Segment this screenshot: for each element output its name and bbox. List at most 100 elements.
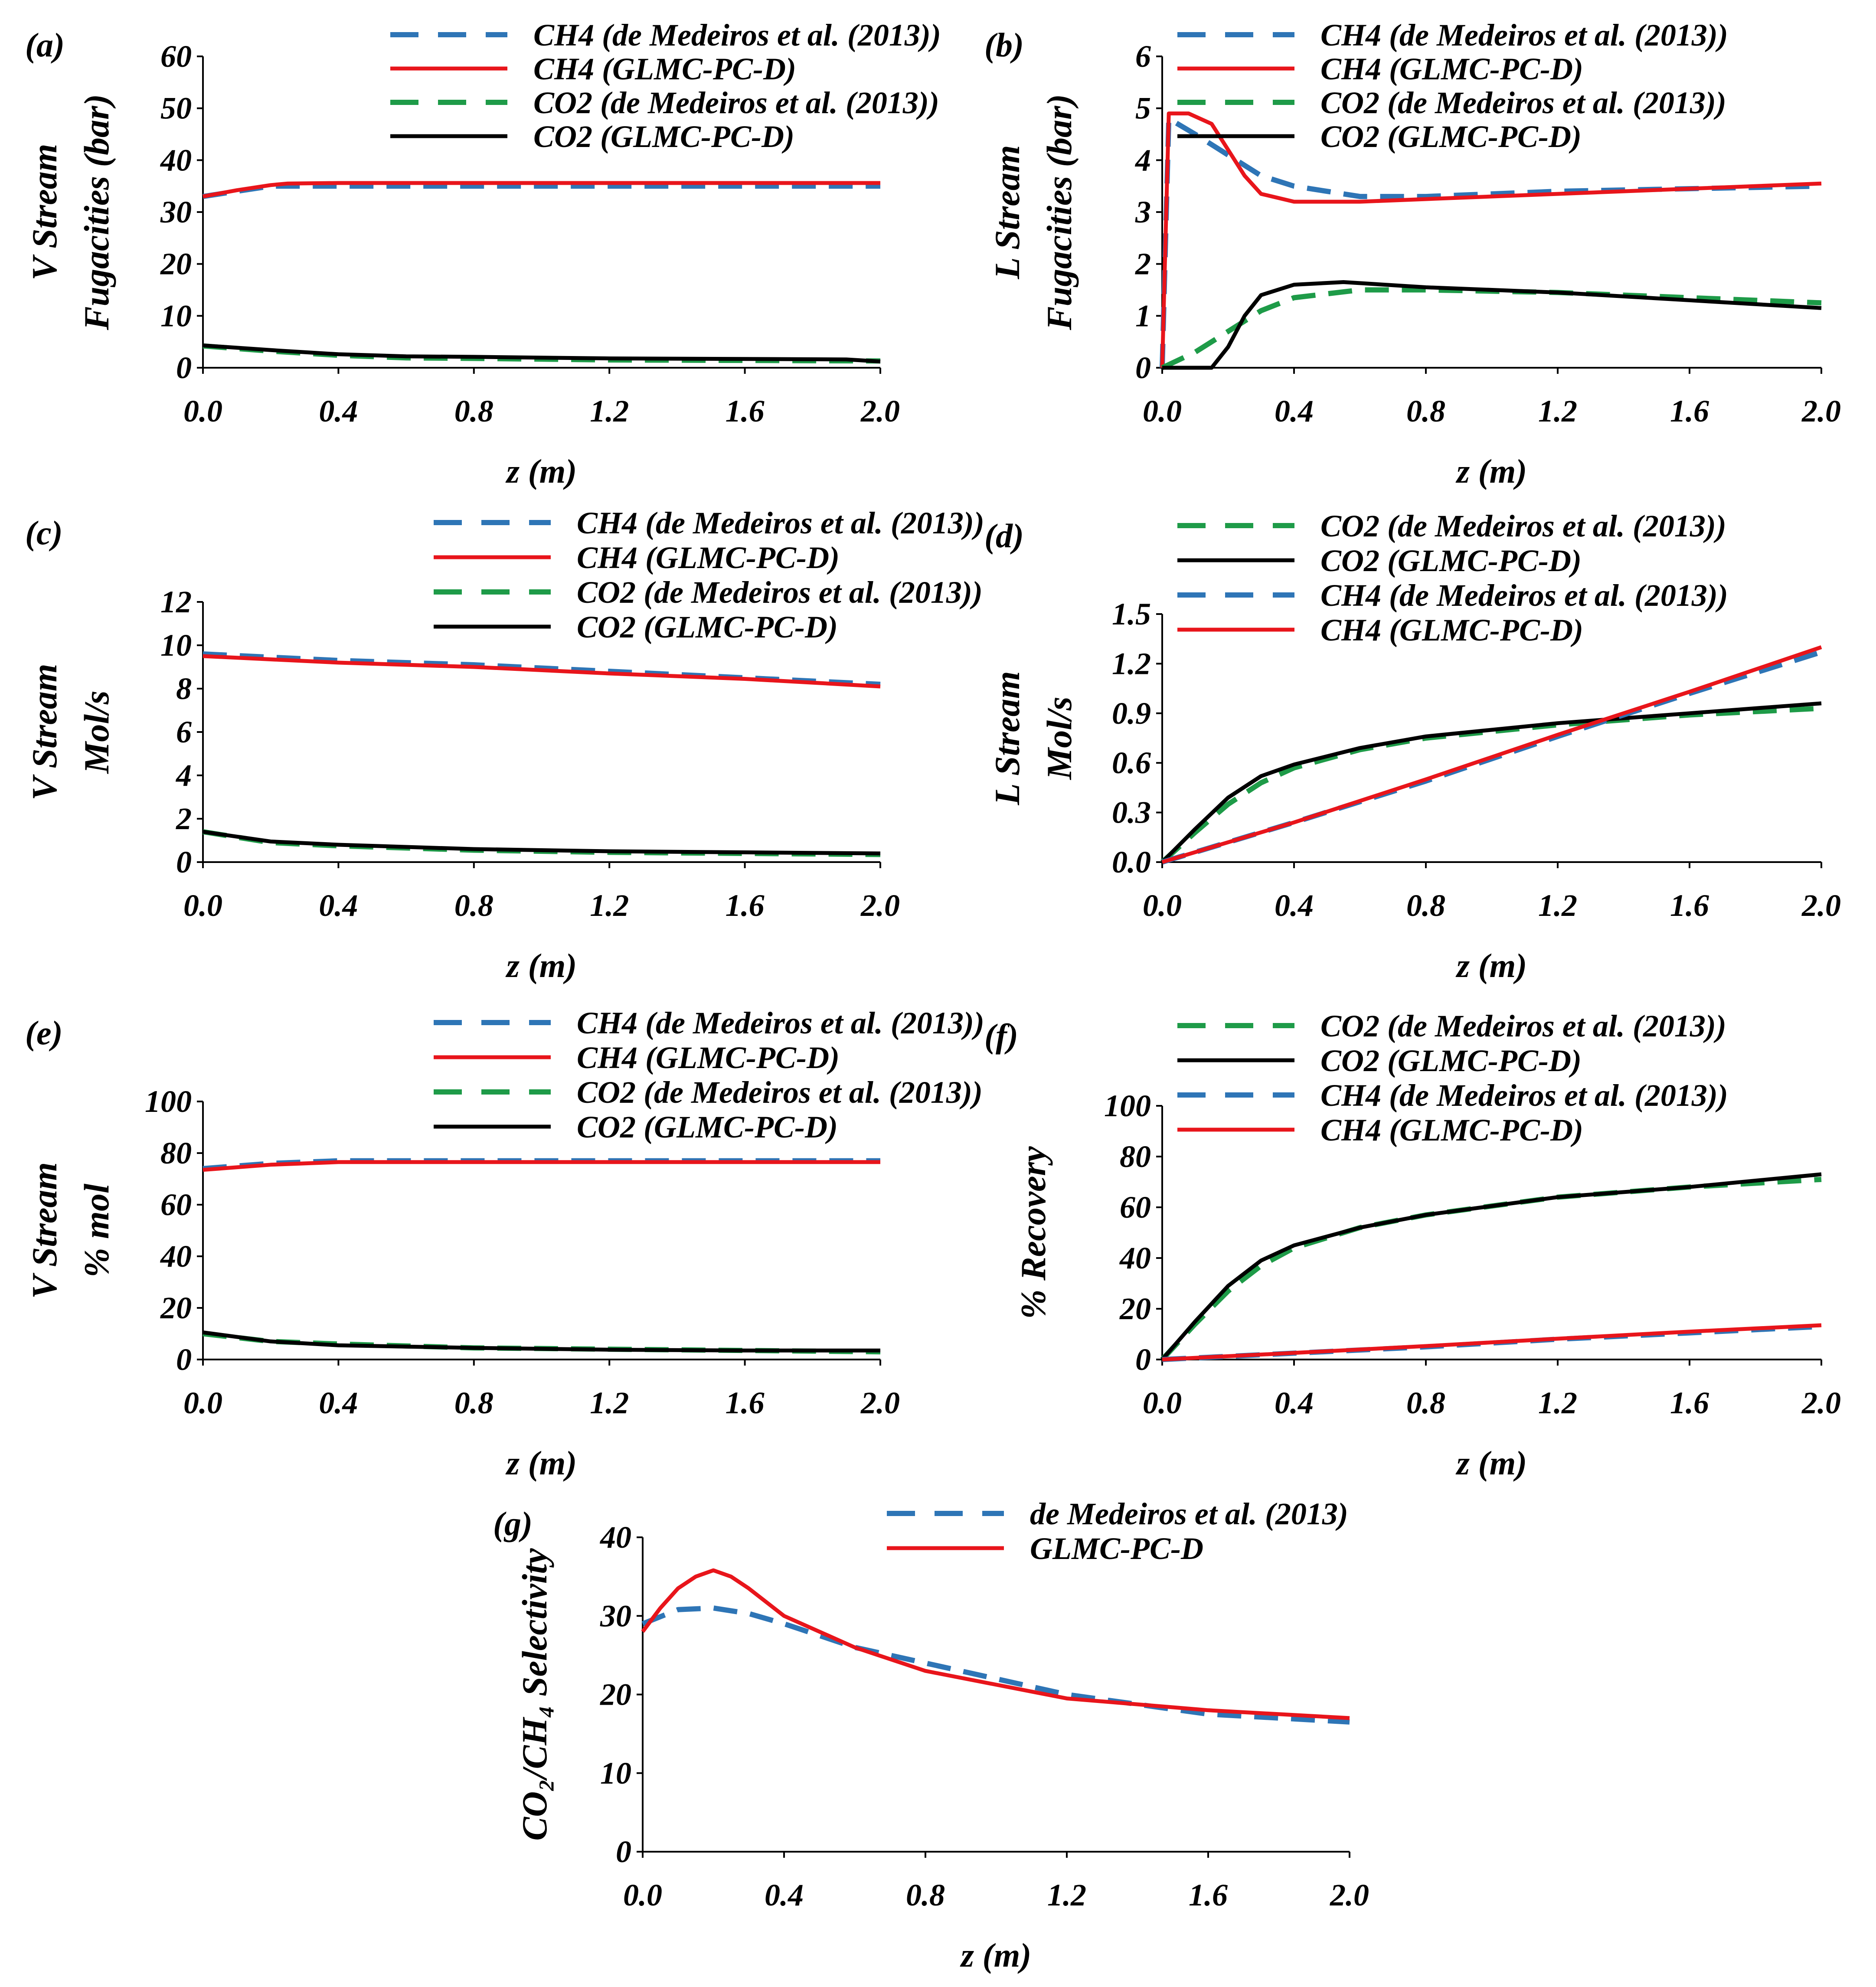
x-axis-label: z (m) — [505, 1444, 577, 1482]
y-axis-label: L Stream — [987, 671, 1027, 805]
y-tick-label: 100 — [145, 1084, 192, 1119]
y-tick-label: 8 — [176, 671, 192, 706]
series-line-f-3 — [1162, 1323, 1822, 1362]
x-axis-label: z (m) — [1455, 1444, 1527, 1482]
y-tick-label: 60 — [160, 39, 192, 74]
x-tick-label: 0.0 — [1143, 1386, 1182, 1420]
y-tick-label: 3 — [1135, 195, 1151, 229]
y-axis-label: L Stream — [987, 145, 1027, 279]
legend-label: CO2 (de Medeiros et al. (2013)) — [577, 1075, 983, 1110]
panel-label: (a) — [25, 26, 65, 64]
x-axis-label: z (m) — [505, 452, 577, 490]
panel-label: (d) — [984, 517, 1024, 555]
legend-label: CH4 (de Medeiros et al. (2013)) — [577, 506, 984, 540]
chart-panel-d: 0.0 0.4 0.8 1.2 1.6 2.0 0.0 0.3 0.6 0.9 1.2 1.5 z (m… — [984, 509, 1841, 984]
y-tick-label: 12 — [160, 585, 192, 619]
y-tick-label: 40 — [599, 1520, 631, 1555]
x-tick-label: 0.4 — [765, 1878, 804, 1912]
y-tick-label: 50 — [160, 91, 192, 126]
x-tick-label: 0.4 — [319, 888, 358, 923]
y-tick-label: 1.2 — [1112, 646, 1151, 681]
y-tick-label: 30 — [160, 195, 192, 229]
legend-label: CO2 (de Medeiros et al. (2013)) — [1320, 85, 1726, 120]
y-tick-label: 6 — [176, 715, 192, 749]
y-axis-label: V Stream — [25, 144, 64, 280]
legend-label: CO2 (de Medeiros et al. (2013)) — [1320, 1009, 1726, 1043]
y-tick-label: 80 — [1120, 1139, 1151, 1174]
y-tick-label: 30 — [600, 1598, 631, 1633]
chart-panel-c: 0.0 0.4 0.8 1.2 1.6 2.0 0 2 4 6 8 10 12 z (m) V Stream… — [25, 506, 984, 984]
y-tick-label: 80 — [160, 1136, 192, 1170]
panel-label: (c) — [25, 514, 63, 552]
legend-label: CO2 (GLMC-PC-D) — [1320, 543, 1582, 578]
y-axis-label: % Recovery — [1013, 1146, 1053, 1319]
x-tick-label: 1.6 — [1670, 888, 1709, 923]
chart-panel-f: 0.0 0.4 0.8 1.2 1.6 2.0 0 20 40 60 80 100 z (m) % Rec… — [984, 1009, 1841, 1482]
y-tick-label: 0.6 — [1112, 745, 1151, 780]
x-tick-label: 2.0 — [1801, 888, 1841, 923]
y-tick-label: 40 — [1119, 1241, 1151, 1275]
y-axis-label: V Stream — [25, 663, 64, 800]
x-tick-label: 1.2 — [1538, 1386, 1577, 1420]
y-tick-label: 0.9 — [1112, 696, 1151, 731]
y-tick-label: 40 — [160, 143, 192, 177]
x-tick-label: 0.8 — [1406, 888, 1445, 923]
y-tick-label: 6 — [1135, 39, 1151, 74]
y-tick-label: 60 — [1120, 1190, 1151, 1225]
y-tick-label: 4 — [1134, 143, 1151, 177]
x-tick-label: 0.0 — [1143, 394, 1182, 428]
x-tick-label: 1.2 — [590, 394, 629, 428]
x-axis-label: z (m) — [1455, 947, 1527, 984]
chart-panel-a: 0.0 0.4 0.8 1.2 1.6 2.0 0 10 20 30 40 50 60 z (m) V St… — [25, 18, 941, 490]
x-tick-label: 0.8 — [454, 888, 494, 923]
x-tick-label: 1.6 — [726, 1386, 765, 1420]
y-axis-label: Mol/s — [77, 690, 116, 774]
x-tick-label: 2.0 — [1801, 394, 1841, 428]
legend-label: CH4 (GLMC-PC-D) — [533, 52, 796, 86]
x-tick-label: 0.8 — [906, 1878, 945, 1912]
y-tick-label: 100 — [1104, 1088, 1151, 1123]
legend-label: CH4 (de Medeiros et al. (2013)) — [533, 18, 941, 52]
x-tick-label: 1.2 — [1538, 888, 1577, 923]
x-tick-label: 0.0 — [183, 1386, 222, 1420]
y-tick-label: 20 — [600, 1677, 631, 1712]
y-tick-label: 1 — [1135, 298, 1151, 333]
series-line-a-3 — [203, 343, 881, 364]
series-line-e-3 — [203, 1330, 880, 1353]
series-line-b-1 — [1160, 111, 1822, 368]
y-axis-label: Mol/s — [1039, 696, 1079, 780]
x-tick-label: 0.8 — [1406, 1386, 1445, 1420]
legend-label: CO2 (GLMC-PC-D) — [1320, 1043, 1582, 1078]
legend-label: CO2 (de Medeiros et al. (2013)) — [533, 85, 939, 120]
y-tick-label: 20 — [1119, 1291, 1151, 1326]
x-tick-label: 0.0 — [183, 888, 222, 923]
series-line-f-1 — [1160, 1172, 1822, 1361]
panel-label: (g) — [493, 1505, 533, 1543]
legend-label: de Medeiros et al. (2013) — [1030, 1497, 1348, 1531]
y-axis-label: Fugacities (bar) — [1039, 94, 1079, 330]
y-tick-label: 10 — [160, 628, 192, 663]
y-tick-label: 10 — [160, 298, 192, 333]
legend-label: CO2 (GLMC-PC-D) — [577, 610, 838, 644]
x-tick-label: 1.2 — [1538, 394, 1577, 428]
y-axis-label: CO₂/CH₄ Selectivity — [515, 1548, 554, 1841]
series-line-b-0 — [1160, 116, 1822, 368]
panel-label: (b) — [984, 26, 1024, 64]
y-tick-label: 0 — [176, 350, 192, 385]
legend-label: CO2 (GLMC-PC-D) — [577, 1110, 838, 1144]
x-tick-label: 0.0 — [623, 1878, 662, 1912]
legend-label: CH4 (de Medeiros et al. (2013)) — [1320, 18, 1728, 52]
chart-panel-g: 0.0 0.4 0.8 1.2 1.6 2.0 0 10 20 30 40 z (m) CO₂/CH₄ … — [493, 1497, 1369, 1974]
series-line-c-1 — [203, 654, 881, 689]
legend-label: CO2 (GLMC-PC-D) — [533, 119, 794, 154]
x-tick-label: 1.6 — [1670, 1386, 1709, 1420]
x-tick-label: 0.8 — [454, 394, 494, 428]
y-tick-label: 10 — [600, 1756, 631, 1791]
y-tick-label: 0 — [176, 1342, 192, 1377]
x-tick-label: 2.0 — [1801, 1386, 1841, 1420]
legend-label: CO2 (de Medeiros et al. (2013)) — [577, 575, 983, 610]
x-tick-label: 1.6 — [1189, 1878, 1228, 1912]
y-tick-label: 60 — [160, 1187, 192, 1222]
x-tick-label: 0.4 — [1275, 888, 1314, 923]
